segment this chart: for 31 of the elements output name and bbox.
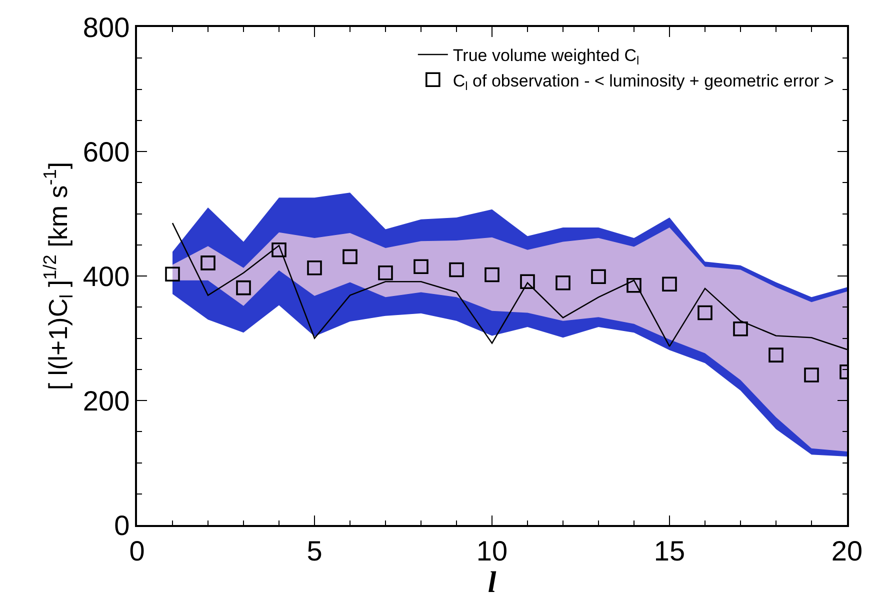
y-tick-label: 800 xyxy=(82,12,130,43)
x-tick-label: 10 xyxy=(476,535,508,566)
point xyxy=(449,262,464,278)
y-tick-label: 600 xyxy=(82,136,130,168)
point xyxy=(414,259,428,274)
y-tick-label: 0 xyxy=(114,510,130,541)
x-axis-title: l xyxy=(488,566,497,599)
point xyxy=(768,348,784,362)
point xyxy=(591,269,606,284)
point xyxy=(484,267,500,282)
x-tick-label: 20 xyxy=(831,535,863,566)
point xyxy=(626,278,642,293)
legend-label: C$_{l}$ of observation - < luminosity + geometric error > xyxy=(452,71,834,93)
point xyxy=(556,275,570,290)
point xyxy=(698,305,712,320)
point xyxy=(165,266,180,282)
point xyxy=(307,260,322,276)
y-tick-label: 400 xyxy=(82,260,130,292)
point xyxy=(272,242,286,258)
point xyxy=(378,265,393,280)
point xyxy=(200,256,216,270)
point xyxy=(662,276,677,292)
point xyxy=(804,368,819,382)
y-tick-label: 200 xyxy=(82,385,130,416)
legend-label: True volume weighted C$_{l}$ xyxy=(452,46,640,68)
point xyxy=(236,280,251,296)
x-tick-label: 15 xyxy=(654,535,686,566)
x-tick-label: 5 xyxy=(306,535,322,566)
point xyxy=(733,322,748,336)
point xyxy=(342,249,358,264)
point xyxy=(520,274,535,289)
